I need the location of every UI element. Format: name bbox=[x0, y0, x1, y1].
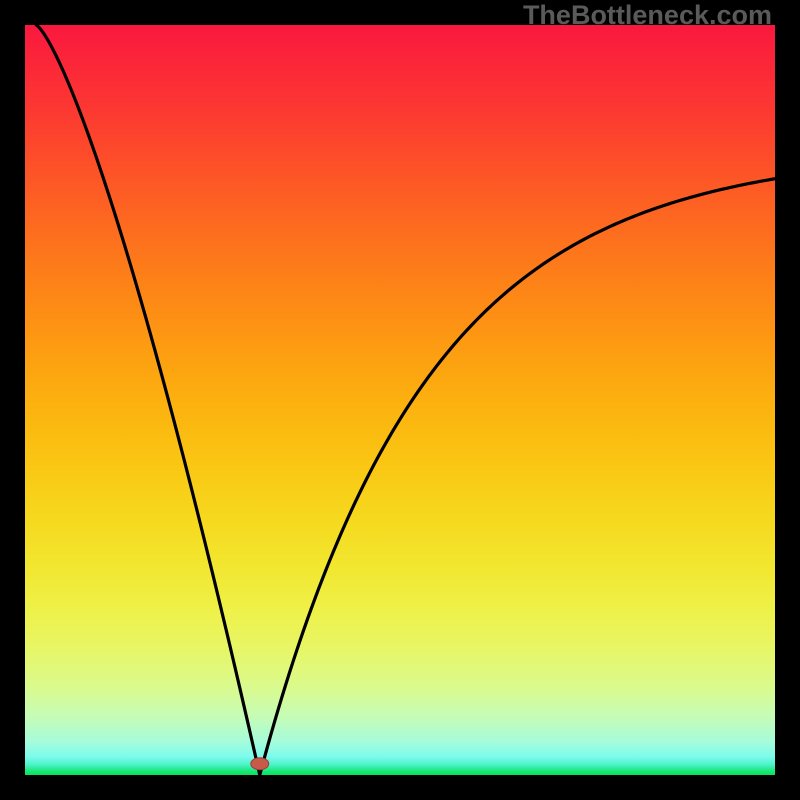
chart-svg bbox=[25, 25, 775, 775]
gradient-background bbox=[25, 25, 775, 775]
optimal-point-marker bbox=[251, 758, 269, 770]
watermark-text: TheBottleneck.com bbox=[523, 0, 772, 31]
plot-area bbox=[25, 25, 775, 775]
